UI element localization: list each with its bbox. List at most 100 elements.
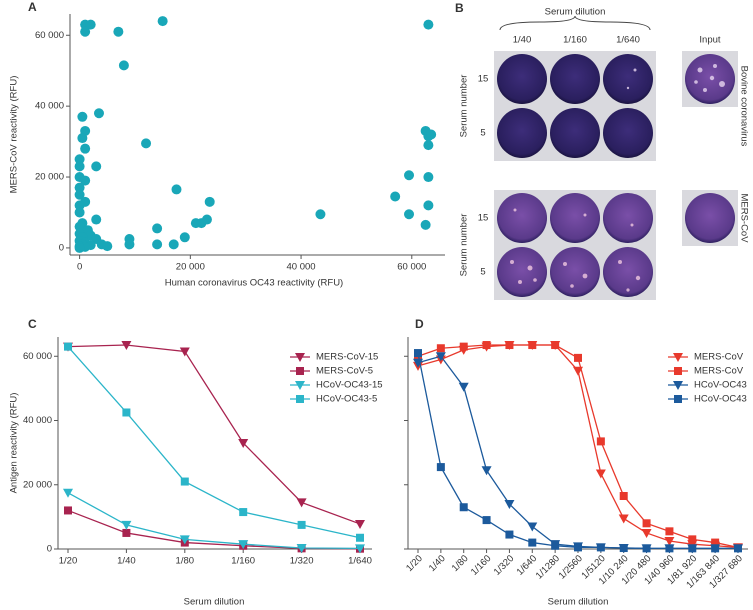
- series-line: [67, 346, 361, 539]
- point: [93, 108, 104, 119]
- marker: [528, 341, 537, 350]
- marker: [596, 543, 605, 552]
- x-tick-label: 0: [77, 262, 82, 273]
- marker: [482, 516, 491, 525]
- y-axis-label: Antigen reactivity (RFU): [9, 393, 20, 494]
- well: [685, 54, 735, 104]
- point: [168, 239, 179, 250]
- row-axis-label: Serum number: [459, 214, 470, 277]
- point: [77, 111, 88, 122]
- marker: [296, 498, 307, 508]
- column-label: 1/160: [563, 35, 587, 46]
- x-axis-label: Serum dilution: [184, 597, 245, 608]
- x-tick-label: 1/2560: [557, 553, 585, 581]
- legend-label: MERS-CoV: [694, 366, 744, 377]
- marker: [505, 530, 514, 539]
- point: [74, 200, 85, 211]
- marker: [296, 395, 304, 403]
- panel-b-title: Serum dilution: [545, 7, 606, 18]
- marker: [673, 353, 683, 362]
- column-label: Input: [699, 35, 720, 46]
- x-tick-label: 20 000: [176, 262, 205, 273]
- legend-label: HCoV-OC43: [694, 380, 747, 391]
- well: [497, 247, 547, 297]
- x-tick-label: 40 000: [287, 262, 316, 273]
- marker: [458, 382, 469, 392]
- x-tick-label: 1/1280: [534, 553, 562, 581]
- point: [77, 133, 88, 144]
- point: [80, 143, 91, 154]
- marker: [414, 349, 422, 358]
- panel-label: B: [455, 1, 464, 15]
- marker: [180, 477, 189, 486]
- marker: [711, 538, 720, 547]
- legend-label: MERS-CoV-5: [316, 366, 373, 377]
- marker: [551, 341, 560, 350]
- marker: [64, 506, 72, 515]
- x-tick-label: 1/640: [348, 556, 372, 567]
- marker: [436, 344, 445, 353]
- point: [179, 232, 190, 243]
- well: [685, 193, 735, 243]
- marker: [481, 466, 492, 476]
- panel-b: B Serum dilution 1/40 1/160 1/640 Input …: [455, 1, 749, 300]
- point: [423, 19, 434, 30]
- point: [423, 140, 434, 151]
- point: [74, 161, 85, 172]
- point: [91, 161, 102, 172]
- marker: [642, 544, 651, 553]
- point: [74, 221, 85, 232]
- marker: [595, 469, 606, 479]
- marker: [459, 342, 468, 351]
- point: [204, 196, 215, 207]
- marker: [413, 358, 423, 368]
- marker: [122, 408, 131, 417]
- marker: [295, 353, 305, 362]
- row-axis-label: Serum number: [459, 75, 470, 138]
- row-label: 5: [480, 128, 485, 139]
- x-tick-label: 60 000: [397, 262, 426, 273]
- point: [390, 191, 401, 202]
- legend-label: HCoV-OC43: [694, 394, 747, 405]
- marker: [505, 341, 514, 350]
- x-tick-label: 1/40: [117, 556, 136, 567]
- point: [423, 200, 434, 211]
- marker: [297, 520, 306, 529]
- point: [74, 154, 85, 165]
- x-tick-label: 1/160: [469, 553, 494, 578]
- marker: [459, 503, 468, 512]
- well: [550, 193, 600, 243]
- point: [157, 16, 168, 27]
- marker: [618, 514, 629, 524]
- brace: [499, 15, 651, 31]
- x-tick-label: 1/320: [492, 553, 517, 578]
- plaques: [626, 64, 725, 92]
- point: [201, 214, 212, 225]
- point: [80, 175, 91, 186]
- y-tick-label: 60 000: [23, 351, 52, 362]
- point: [74, 189, 85, 200]
- point: [74, 182, 85, 193]
- marker: [619, 544, 628, 553]
- marker: [63, 488, 73, 498]
- group-label: Bovine coronavirus: [738, 66, 749, 147]
- legend-label: MERS-CoV-15: [316, 352, 378, 363]
- y-tick-label: 20 000: [23, 479, 52, 490]
- point: [141, 138, 152, 149]
- y-tick-label: 0: [59, 242, 64, 253]
- point: [152, 239, 163, 250]
- marker: [355, 519, 365, 529]
- row-label: 15: [478, 213, 489, 224]
- y-tick-label: 20 000: [35, 172, 64, 183]
- marker: [551, 541, 560, 550]
- well: [497, 108, 547, 158]
- marker: [619, 492, 628, 500]
- point: [118, 60, 129, 71]
- marker: [238, 540, 249, 550]
- column-label: 1/640: [616, 35, 640, 46]
- well: [550, 247, 600, 297]
- y-tick-label: 40 000: [35, 101, 64, 112]
- marker: [528, 538, 537, 547]
- marker: [238, 439, 249, 448]
